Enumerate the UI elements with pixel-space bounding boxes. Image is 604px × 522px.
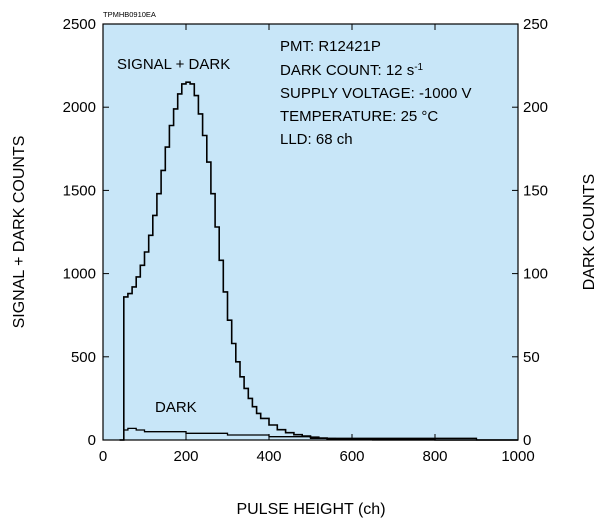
y2-tick-label: 50 bbox=[523, 349, 540, 366]
figure-code: TPMHB0910EA bbox=[103, 10, 156, 19]
info-dark-count: DARK COUNT: 12 s-1 bbox=[280, 62, 424, 80]
info-temperature: TEMPERATURE: 25 °C bbox=[280, 108, 438, 125]
series-line-dark bbox=[119, 427, 518, 441]
info-lld: LLD: 68 ch bbox=[280, 131, 353, 148]
y-tick-label: 1500 bbox=[63, 182, 96, 199]
x-tick-label: 0 bbox=[99, 448, 107, 465]
series-label-signal-dark: SIGNAL + DARK bbox=[117, 56, 230, 73]
info-pmt: PMT: R12421P bbox=[280, 38, 381, 55]
info-dark-count-text: DARK COUNT: 12 s bbox=[280, 62, 414, 79]
x-tick-label: 200 bbox=[173, 448, 198, 465]
y2-tick-label: 100 bbox=[523, 266, 548, 283]
x-tick-label: 600 bbox=[339, 448, 364, 465]
x-tick-label: 1000 bbox=[501, 448, 534, 465]
y2-tick-label: 0 bbox=[523, 432, 531, 449]
x-tick-label: 800 bbox=[422, 448, 447, 465]
x-tick-label: 400 bbox=[256, 448, 281, 465]
right-y-axis-ticks: 0 50 100 150 200 250 bbox=[512, 16, 548, 449]
y-tick-label: 2000 bbox=[63, 99, 96, 116]
left-y-axis-ticks: 0 500 1000 1500 2000 2500 bbox=[63, 16, 109, 449]
series-label-dark: DARK bbox=[155, 399, 197, 416]
info-dark-count-exponent: -1 bbox=[414, 62, 423, 73]
plot-frame bbox=[102, 23, 519, 441]
y-tick-label: 0 bbox=[88, 432, 96, 449]
y2-tick-label: 150 bbox=[523, 182, 548, 199]
series-layer bbox=[119, 81, 518, 441]
y-tick-label: 500 bbox=[71, 349, 96, 366]
y2-tick-label: 200 bbox=[523, 99, 548, 116]
info-supply-voltage: SUPPLY VOLTAGE: -1000 V bbox=[280, 85, 471, 102]
left-y-axis-title: SIGNAL + DARK COUNTS bbox=[11, 136, 28, 329]
y-tick-label: 1000 bbox=[63, 266, 96, 283]
y2-tick-label: 250 bbox=[523, 16, 548, 33]
x-axis-ticks: 0 200 400 600 800 1000 bbox=[99, 24, 535, 465]
y-tick-label: 2500 bbox=[63, 16, 96, 33]
right-y-axis-title: DARK COUNTS bbox=[581, 174, 598, 290]
plot-area bbox=[103, 24, 518, 440]
x-axis-title: PULSE HEIGHT (ch) bbox=[236, 501, 385, 518]
